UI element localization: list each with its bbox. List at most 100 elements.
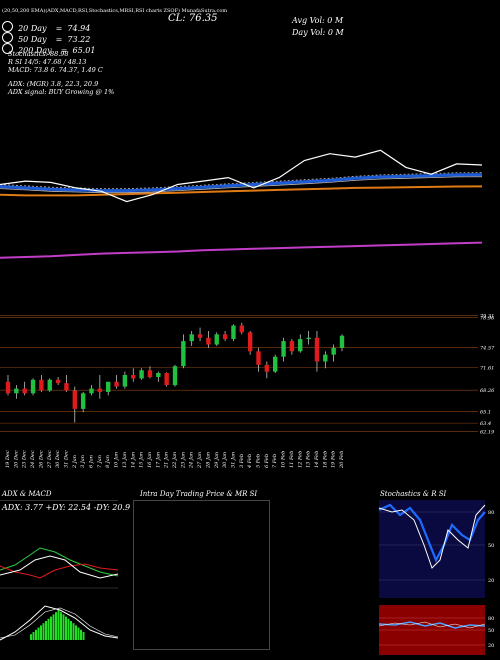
ema50-swatch-icon (2, 32, 13, 43)
stochastics-readout: Stochastics: 88.98 (8, 50, 69, 58)
adx-panel-title: ADX & MACD (2, 490, 52, 498)
macd-line (0, 605, 119, 641)
x-tick-label: 7 Feb (272, 454, 278, 468)
candle-body (331, 347, 336, 355)
macd-histogram-bar (47, 618, 50, 640)
x-tick-label: 5 Feb (256, 454, 262, 468)
macd-histogram-bar (82, 632, 85, 640)
sma-line-a (0, 176, 483, 194)
macd-histogram-bar (60, 612, 62, 640)
candle-body (97, 388, 103, 392)
header-top-line: (20,50,200 EMA)(ADX,MACD,RSI,Stochastics… (2, 8, 228, 14)
ema20-line (0, 173, 483, 193)
y-tick-label: 74.57 (480, 345, 495, 351)
candle-body (114, 381, 119, 387)
candle-body (14, 388, 19, 394)
x-tick-label: 29 Jan (214, 452, 220, 469)
x-tick-label: 15 Jan (139, 452, 145, 468)
macd-histogram-bar (70, 621, 72, 640)
candle-body (264, 364, 270, 372)
x-tick-label: 10 Feb (281, 451, 287, 468)
x-tick-label: 11 Feb (289, 451, 295, 468)
macd-histogram-bar (40, 625, 42, 640)
x-tick-label: 30 Dec (55, 450, 61, 468)
adx-readout: ADX: (MGR) 3.8, 22.3, 20.9 (8, 80, 99, 88)
candle-body (289, 341, 295, 352)
macd-histogram-bar (72, 623, 75, 640)
ema50-legend: 50 Day = 73.22 (2, 27, 90, 46)
stoch-tick-label: 50 (488, 543, 494, 549)
x-tick-label: 13 Jan (122, 452, 128, 468)
rsi-tick-label: 50 (488, 628, 494, 634)
y-tick-label: 65.1 (480, 410, 491, 416)
candle-body (306, 337, 311, 340)
candle-body (122, 375, 128, 387)
candle-body (72, 390, 77, 409)
candle-body (181, 341, 186, 367)
candle-body (214, 334, 219, 345)
x-tick-label: 23 Jan (180, 452, 186, 469)
stoch-tick-label: 80 (488, 510, 494, 516)
ema-line-chart (0, 149, 483, 259)
ema20-value: 74.94 (67, 24, 91, 33)
x-tick-label: 3 Jan (80, 455, 86, 468)
candle-body (247, 332, 253, 352)
candle-body (64, 383, 69, 391)
ema50-label: 50 Day (18, 35, 47, 44)
x-tick-label: 20 Feb (339, 451, 345, 469)
y-tick-label: 79.31 (480, 313, 494, 319)
candle-body (106, 381, 111, 392)
macd-histogram-bar (80, 629, 82, 640)
stoch-panel-title: Stochastics & R SI (380, 490, 447, 498)
macd-signal-line (0, 607, 119, 639)
x-tick-label: 13 Feb (306, 451, 312, 468)
candle-body (89, 388, 94, 394)
candle-body (30, 379, 36, 394)
macd-histogram-bar (52, 614, 55, 640)
y-tick-label: 68.26 (480, 388, 495, 394)
ema200-swatch-icon (2, 43, 13, 54)
y-tick-label: 62.19 (480, 429, 495, 435)
x-tick-label: 28 Jan (205, 452, 211, 469)
candle-body (222, 334, 228, 340)
candle-body (5, 381, 11, 394)
x-tick-label: 2 Jan (72, 455, 78, 469)
candle-body (323, 354, 328, 362)
x-tick-label: 4 Feb (247, 454, 253, 469)
candle-body (39, 379, 44, 391)
macd-histogram-bar (32, 632, 35, 640)
rsi-readout: R SI 14/5: 47.68 / 48.13 (8, 58, 87, 66)
candle-body (256, 351, 261, 365)
x-tick-label: 17 Jan (155, 452, 161, 468)
ema20-legend: 20 Day = 74.94 (2, 16, 90, 35)
x-tick-label: 22 Jan (172, 452, 178, 469)
x-tick-label: 30 Jan (222, 452, 228, 468)
ema200-value: 65.01 (72, 46, 96, 55)
macd-histogram-bar (57, 610, 60, 640)
x-tick-label: 14 Feb (314, 451, 320, 468)
macd-histogram-bar (42, 623, 45, 640)
y-tick-label: 78.96 (480, 316, 495, 322)
candle-body (164, 372, 169, 386)
y-tick-label: 71.61 (480, 365, 494, 371)
x-tick-label: 21 Jan (164, 452, 170, 469)
x-tick-label: 26 Dec (38, 450, 44, 469)
ema20-label: 20 Day (18, 24, 47, 33)
x-tick-label: 18 Feb (322, 451, 328, 468)
macd-histogram-bar (75, 625, 77, 640)
macd-histogram-bar (35, 629, 37, 640)
day-volume: Day Vol: 0 M (292, 28, 344, 37)
candle-body (231, 325, 236, 340)
intraday-panel (133, 500, 270, 650)
macd-histogram-bar (77, 627, 80, 640)
x-tick-label: 6 Jan (89, 455, 95, 468)
macd-histogram-bar (45, 621, 47, 640)
rsi-tick-label: 20 (488, 643, 494, 649)
adx-values: ADX: 3.77 +DY: 22.54 -DY: 20.9 (2, 503, 131, 512)
ema200-label: 200 Day (18, 46, 52, 55)
candle-body (314, 337, 320, 362)
x-tick-label: 19 Feb (331, 451, 337, 468)
x-tick-label: 24 Dec (30, 450, 36, 469)
